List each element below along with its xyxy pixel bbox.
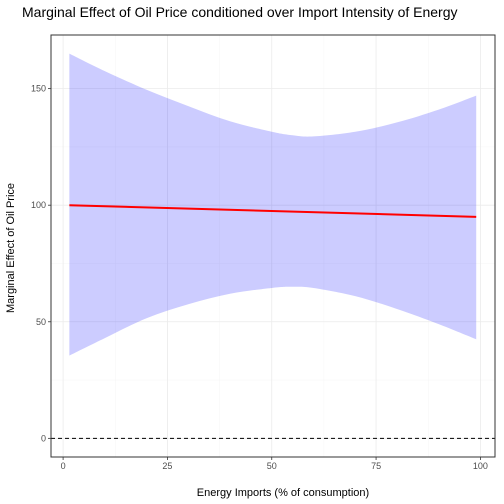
x-axis: 0 25 50 75 100 bbox=[61, 457, 488, 471]
confidence-band bbox=[69, 53, 477, 356]
marginal-effect-line bbox=[69, 204, 477, 218]
plot-panel bbox=[50, 34, 496, 458]
x-tick-label: 25 bbox=[162, 461, 172, 471]
y-tick-label: 0 bbox=[41, 433, 46, 443]
y-tick-label: 100 bbox=[31, 200, 46, 210]
grid bbox=[51, 35, 495, 457]
x-axis-label: Energy Imports (% of consumption) bbox=[197, 487, 369, 499]
y-tick-label: 150 bbox=[31, 84, 46, 94]
chart-title: Marginal Effect of Oil Price conditioned… bbox=[22, 4, 458, 20]
y-tick-label: 50 bbox=[36, 317, 46, 327]
x-tick-label: 0 bbox=[61, 461, 66, 471]
y-axis: 0 50 100 150 bbox=[31, 84, 51, 443]
y-axis-label: Marginal Effect of Oil Price bbox=[5, 183, 17, 313]
x-tick-label: 75 bbox=[371, 461, 381, 471]
x-tick-label: 100 bbox=[473, 461, 488, 471]
x-tick-label: 50 bbox=[267, 461, 277, 471]
